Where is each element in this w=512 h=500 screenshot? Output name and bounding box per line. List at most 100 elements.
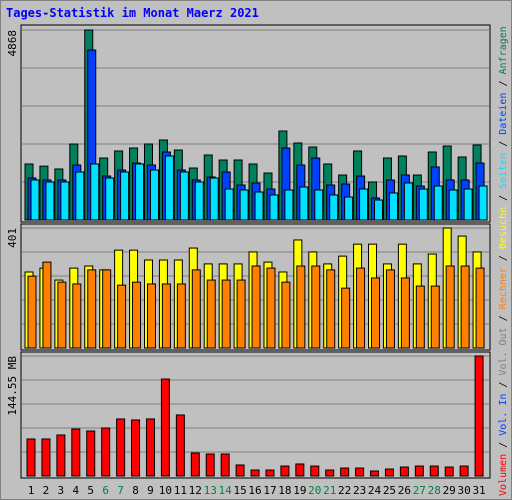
- bar: [90, 163, 100, 221]
- bar: [190, 452, 200, 477]
- legend-entry: Dateien: [498, 93, 509, 135]
- x-tick-label: 9: [147, 484, 154, 497]
- legend-separator: /: [498, 436, 509, 454]
- bar: [355, 467, 365, 477]
- bar: [221, 279, 231, 349]
- bar: [135, 163, 145, 221]
- bar: [478, 185, 488, 221]
- bar: [105, 177, 115, 221]
- x-tick-label: 2: [43, 484, 50, 497]
- bar: [224, 188, 234, 221]
- bar: [42, 261, 52, 349]
- bar: [296, 265, 306, 349]
- bar: [418, 188, 428, 221]
- bar: [448, 189, 458, 221]
- bar: [444, 466, 454, 477]
- bar: [460, 265, 470, 349]
- bar: [160, 378, 170, 477]
- bar: [295, 463, 305, 477]
- legend-separator: /: [498, 135, 509, 153]
- x-tick-label: 7: [117, 484, 124, 497]
- bar: [206, 279, 216, 349]
- bar: [284, 189, 294, 221]
- x-tick-label: 27: [413, 484, 426, 497]
- bar: [75, 171, 85, 221]
- bar: [56, 434, 66, 477]
- bar: [250, 469, 260, 477]
- bar: [239, 189, 249, 221]
- x-tick-label: 22: [338, 484, 351, 497]
- bar: [371, 277, 381, 349]
- bar: [266, 267, 276, 349]
- x-tick-label: 18: [278, 484, 291, 497]
- panel: [20, 351, 491, 479]
- bar: [87, 269, 97, 349]
- bar: [30, 179, 40, 221]
- bar: [191, 269, 201, 349]
- bar: [117, 284, 127, 349]
- bar: [326, 269, 336, 349]
- x-tick-label: 8: [132, 484, 139, 497]
- x-tick-label: 19: [293, 484, 306, 497]
- bar: [280, 465, 290, 477]
- legend-separator: /: [498, 189, 509, 207]
- bar: [194, 181, 204, 221]
- x-tick-label: 20: [308, 484, 321, 497]
- bar: [175, 414, 185, 477]
- bar: [359, 188, 369, 221]
- x-tick-label: 21: [323, 484, 336, 497]
- bar: [325, 469, 335, 477]
- bar: [236, 279, 246, 349]
- legend-separator: /: [498, 74, 509, 92]
- bar: [340, 467, 350, 477]
- bar: [205, 453, 215, 477]
- bar: [341, 287, 351, 349]
- bar: [474, 355, 484, 477]
- bar: [429, 465, 439, 477]
- legend-entry: Anfragen: [498, 26, 509, 74]
- legend-entry: Rechner: [498, 267, 509, 309]
- x-tick-label: 5: [87, 484, 94, 497]
- bar: [388, 192, 398, 221]
- bar: [116, 418, 126, 477]
- bar: [344, 196, 354, 221]
- bar: [60, 181, 70, 221]
- bar: [329, 194, 339, 221]
- bar: [254, 191, 264, 221]
- x-tick-label: 28: [428, 484, 441, 497]
- y-tick-label: 144.55 MB: [6, 356, 19, 416]
- bar: [27, 275, 37, 349]
- bar: [209, 177, 219, 221]
- legend-separator: /: [498, 376, 509, 394]
- x-tick-label: 26: [398, 484, 411, 497]
- x-tick-label: 15: [233, 484, 246, 497]
- bar: [433, 185, 443, 221]
- x-tick-label: 17: [263, 484, 276, 497]
- bar: [269, 194, 279, 221]
- bar: [265, 469, 275, 477]
- bar: [299, 186, 309, 221]
- bar: [26, 438, 36, 477]
- bar: [71, 428, 81, 477]
- x-tick-label: 31: [472, 484, 485, 497]
- legend-entry: Vol. In: [498, 394, 509, 436]
- bar: [311, 265, 321, 349]
- legend: Volumen / Vol. In / Vol. Out / Rechner /…: [498, 26, 509, 496]
- bar: [176, 283, 186, 349]
- x-tick-label: 14: [219, 484, 233, 497]
- bar: [57, 281, 67, 349]
- legend-entry: Besuche: [498, 207, 509, 249]
- x-tick-label: 16: [248, 484, 261, 497]
- bar: [101, 427, 111, 477]
- bar: [414, 465, 424, 477]
- legend-separator: /: [498, 309, 509, 327]
- x-tick-label: 6: [102, 484, 109, 497]
- y-tick-label: 4868: [6, 30, 19, 57]
- bar: [86, 430, 96, 477]
- legend-entry: Seiten: [498, 153, 509, 189]
- bar: [400, 277, 410, 349]
- bar: [399, 466, 409, 477]
- x-tick-label: 24: [368, 484, 382, 497]
- bar: [72, 283, 82, 349]
